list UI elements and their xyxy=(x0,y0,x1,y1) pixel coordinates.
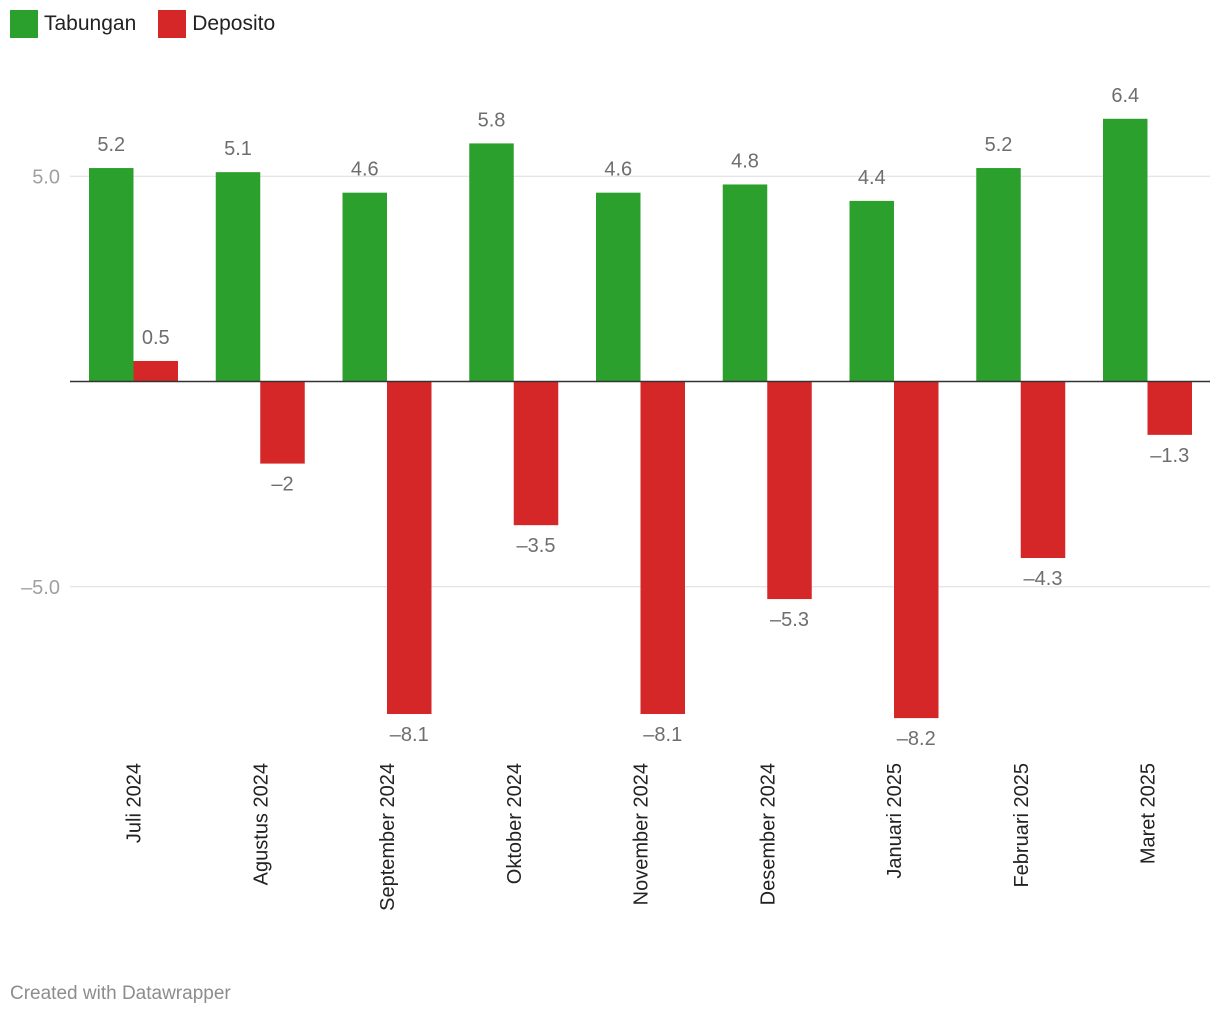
footer-credit: Created with Datawrapper xyxy=(10,983,231,1004)
data-label-deposito: 0.5 xyxy=(142,327,170,349)
data-label-deposito: –8.1 xyxy=(390,724,429,746)
x-tick-label: Agustus 2024 xyxy=(250,763,272,885)
bar-tabungan xyxy=(722,184,768,382)
bar-tabungan xyxy=(976,168,1021,382)
data-label-tabungan: 4.4 xyxy=(858,167,886,189)
x-tick-label: Desember 2024 xyxy=(757,763,779,905)
y-tick-label: –5.0 xyxy=(21,577,60,599)
bar-tabungan xyxy=(596,192,641,382)
data-label-tabungan: 4.6 xyxy=(604,159,632,181)
legend-swatch-tabungan xyxy=(10,10,38,38)
bar-deposito xyxy=(640,381,685,715)
bar-deposito xyxy=(1020,381,1066,559)
bar-tabungan xyxy=(1103,118,1148,382)
x-tick-label: September 2024 xyxy=(377,763,399,911)
legend-label-deposito: Deposito xyxy=(192,12,276,35)
data-label-deposito: –8.2 xyxy=(897,728,936,750)
legend-item-deposito: Deposito xyxy=(158,10,275,38)
bar-tabungan xyxy=(469,143,514,382)
data-label-deposito: –1.3 xyxy=(1150,445,1189,467)
bar-deposito xyxy=(513,381,559,526)
data-label-deposito: –3.5 xyxy=(517,535,556,557)
data-label-deposito: –2 xyxy=(271,474,293,496)
data-label-tabungan: 6.4 xyxy=(1111,85,1139,107)
data-label-tabungan: 5.1 xyxy=(224,138,252,160)
bar-deposito xyxy=(767,381,812,600)
legend-swatch-deposito xyxy=(158,10,187,38)
legend-item-tabungan: Tabungan xyxy=(10,10,136,38)
x-tick-label: November 2024 xyxy=(631,763,653,905)
data-label-tabungan: 4.8 xyxy=(731,150,759,172)
y-tick-label: 5.0 xyxy=(32,166,60,188)
legend-label-tabungan: Tabungan xyxy=(44,12,137,35)
data-label-deposito: –4.3 xyxy=(1024,568,1063,590)
data-label-tabungan: 4.6 xyxy=(351,159,379,181)
x-tick-label: Juli 2024 xyxy=(124,763,146,843)
data-label-deposito: –8.1 xyxy=(643,724,682,746)
data-label-tabungan: 5.2 xyxy=(985,134,1013,156)
bar-deposito xyxy=(133,360,178,382)
x-tick-label: Januari 2025 xyxy=(884,763,906,879)
bar-deposito xyxy=(894,381,939,719)
chart-legend: Tabungan Deposito xyxy=(10,10,297,38)
bar-deposito xyxy=(260,381,305,464)
data-label-tabungan: 5.8 xyxy=(478,109,506,131)
x-tick-label: Maret 2025 xyxy=(1138,763,1160,864)
bar-tabungan xyxy=(849,200,894,382)
bar-tabungan xyxy=(342,192,387,382)
x-tick-label: Februari 2025 xyxy=(1011,763,1033,888)
bar-tabungan xyxy=(215,172,261,382)
bar-tabungan xyxy=(89,168,134,382)
bar-deposito xyxy=(1147,381,1192,435)
bar-chart: 5.0 –5.0 5.2 0.5 Juli 2024 5.1 –2 Agustus 2024 4… xyxy=(21,85,1210,911)
data-label-tabungan: 5.2 xyxy=(97,134,125,156)
x-tick-label: Oktober 2024 xyxy=(504,763,526,884)
bar-deposito xyxy=(387,381,432,715)
data-label-deposito: –5.3 xyxy=(770,609,809,631)
